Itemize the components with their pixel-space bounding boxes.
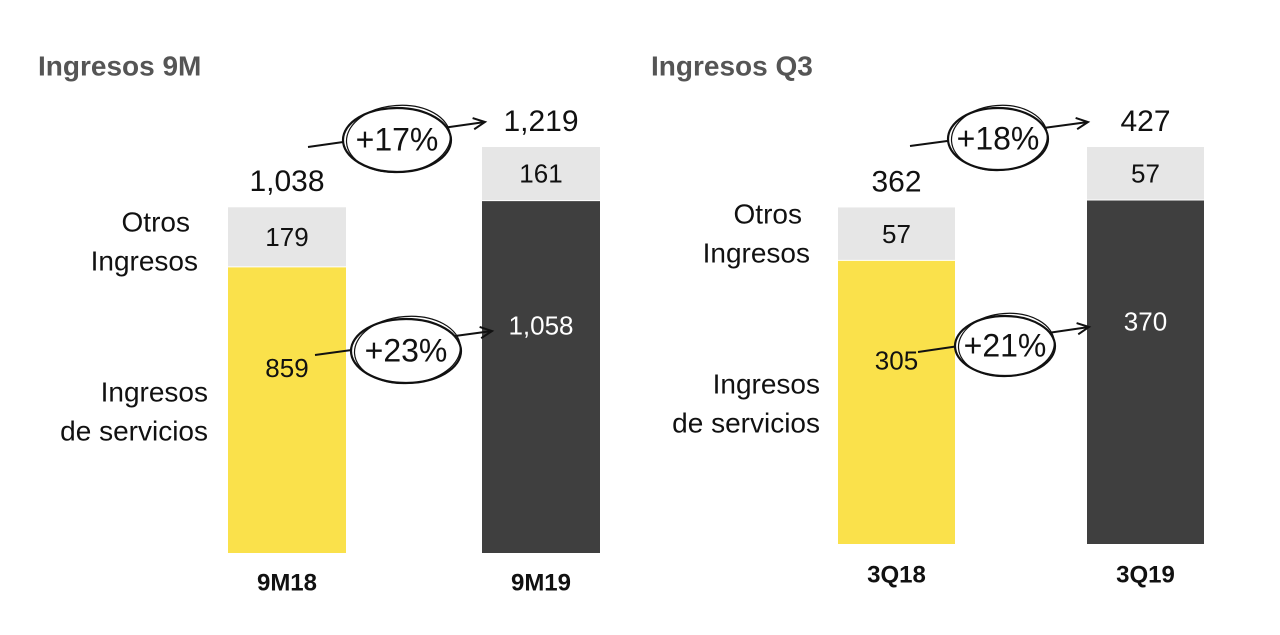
- total-label: 362: [871, 165, 921, 198]
- data-label-servicios: 305: [875, 345, 918, 375]
- series-label-otros: Otros: [734, 198, 802, 229]
- category-label: 3Q19: [1116, 561, 1175, 588]
- total-growth-text: +17%: [356, 121, 439, 157]
- series-label-servicios: de servicios: [672, 407, 820, 438]
- series-label-otros: Ingresos: [91, 245, 198, 276]
- chart-title: Ingresos Q3: [651, 50, 813, 81]
- data-label-otros: 57: [1131, 158, 1160, 188]
- services-growth-text: +23%: [365, 332, 448, 368]
- bar-segment-otros: [838, 207, 955, 261]
- arrow-head: [472, 117, 488, 131]
- category-label: 3Q18: [867, 561, 926, 588]
- total-label: 1,038: [249, 165, 324, 198]
- data-label-servicios: 859: [265, 353, 308, 383]
- total-label: 427: [1120, 105, 1170, 138]
- growth-ellipse-sketch: [353, 315, 461, 385]
- series-label-servicios: Ingresos: [101, 376, 208, 407]
- total-growth-text: +18%: [957, 120, 1040, 156]
- data-label-otros: 161: [519, 159, 562, 189]
- bar-segment-servicios: [482, 200, 600, 554]
- bar-segment-otros: [228, 207, 346, 267]
- data-label-otros: 57: [882, 219, 911, 249]
- chart-title: Ingresos 9M: [38, 50, 201, 81]
- total-label: 1,219: [503, 105, 578, 138]
- arrow-head: [1076, 322, 1092, 336]
- arrow-head: [1075, 117, 1091, 131]
- total-growth-annotation: +18%: [909, 104, 1091, 172]
- data-label-servicios: 370: [1124, 307, 1167, 337]
- category-label: 9M18: [257, 569, 317, 596]
- services-growth-text: +21%: [964, 327, 1047, 363]
- bar-segment-otros: [482, 147, 600, 201]
- data-label-otros: 179: [265, 222, 308, 252]
- category-label: 9M19: [511, 569, 571, 596]
- series-label-otros: Ingresos: [703, 237, 810, 268]
- bar-segment-servicios: [1087, 199, 1204, 545]
- growth-ellipse-sketch: [950, 104, 1048, 172]
- data-label-servicios: 1,058: [508, 310, 573, 340]
- growth-ellipse-sketch: [957, 312, 1055, 378]
- total-growth-annotation: +17%: [307, 104, 488, 174]
- arrow-head: [479, 326, 495, 340]
- series-label-servicios: Ingresos: [713, 368, 820, 399]
- series-label-otros: Otros: [122, 206, 190, 237]
- bar-segment-servicios: [228, 266, 346, 553]
- bar-segment-otros: [1087, 147, 1204, 200]
- services-growth-annotation: +23%: [314, 315, 495, 385]
- bar-segment-servicios: [838, 260, 955, 544]
- services-growth-annotation: +21%: [917, 312, 1092, 378]
- growth-ellipse-sketch: [345, 104, 451, 174]
- series-label-servicios: de servicios: [60, 415, 208, 446]
